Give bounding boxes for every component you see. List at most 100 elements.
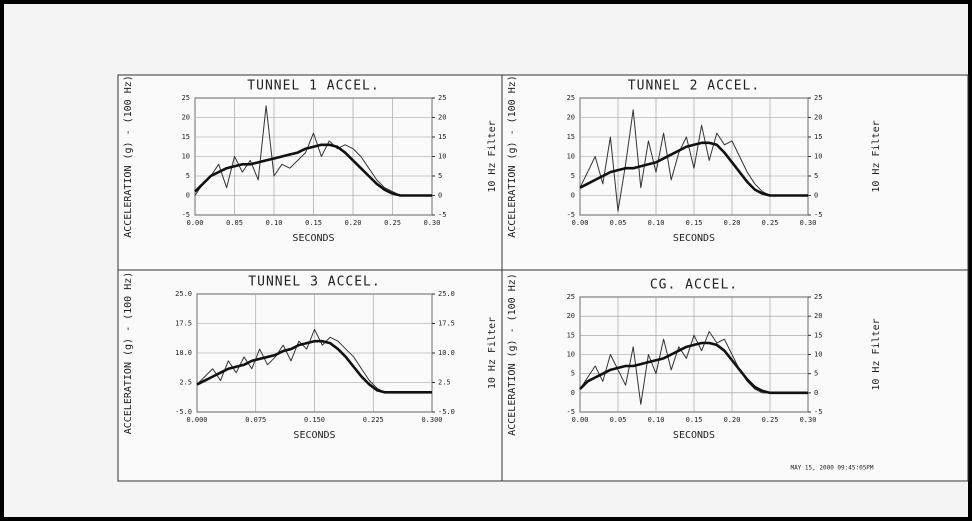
x-tick-label: 0.150 — [304, 416, 325, 424]
y2-tick-label: 10 — [438, 153, 446, 161]
y-tick-label: 10 — [567, 351, 575, 359]
y2-axis-label: 10 Hz Filter — [487, 317, 498, 389]
x-tick-label: 0.15 — [686, 219, 703, 227]
y2-tick-label: 10 — [814, 351, 822, 359]
y2-tick-label: -5 — [438, 211, 446, 219]
y-tick-label: -5.0 — [175, 408, 192, 416]
y2-axis-label: 10 Hz Filter — [487, 120, 498, 192]
y-tick-label: -5 — [567, 211, 575, 219]
y-tick-label: 2.5 — [179, 379, 192, 387]
y-tick-label: 5 — [186, 172, 190, 180]
y-tick-label: 20 — [182, 114, 190, 122]
x-tick-label: 0.30 — [424, 219, 441, 227]
x-tick-label: 0.05 — [610, 219, 627, 227]
y-tick-label: 20 — [567, 114, 575, 122]
y-tick-label: -5 — [182, 211, 190, 219]
y2-tick-label: 0 — [814, 192, 818, 200]
y2-tick-label: 15 — [814, 133, 822, 141]
x-tick-label: 0.00 — [572, 416, 589, 424]
y-tick-label: -5 — [567, 408, 575, 416]
x-tick-label: 0.10 — [648, 219, 665, 227]
data-line — [196, 339, 432, 394]
x-tick-label: 0.30 — [800, 219, 817, 227]
x-tick-label: 0.20 — [724, 416, 741, 424]
y-tick-label: 20 — [567, 312, 575, 320]
x-tick-label: 0.300 — [421, 416, 442, 424]
x-tick-label: 0.00 — [187, 219, 204, 227]
y2-tick-label: 17.5 — [438, 320, 455, 328]
y-tick-label: 0 — [186, 192, 190, 200]
x-tick-label: 0.075 — [245, 416, 266, 424]
x-axis-label: SECONDS — [673, 430, 715, 441]
y2-tick-label: 20 — [438, 114, 446, 122]
y2-tick-label: 25 — [814, 94, 822, 102]
x-tick-label: 0.20 — [724, 219, 741, 227]
data-line — [579, 141, 808, 197]
x-tick-label: 0.25 — [384, 219, 401, 227]
y-tick-label: 0 — [571, 192, 575, 200]
y-axis-label: ACCELERATION (g) - (100 Hz) — [123, 272, 134, 435]
y-tick-label: 25.0 — [175, 290, 192, 298]
x-axis-label: SECONDS — [293, 430, 335, 441]
y2-axis-label: 10 Hz Filter — [871, 318, 882, 390]
y-tick-label: 10 — [182, 153, 190, 161]
y-tick-label: 25 — [567, 293, 575, 301]
y2-tick-label: 5 — [438, 172, 442, 180]
y-tick-label: 17.5 — [175, 320, 192, 328]
y2-tick-label: 15 — [438, 133, 446, 141]
y2-axis-label: 10 Hz Filter — [871, 120, 882, 192]
y-tick-label: 15 — [567, 133, 575, 141]
x-tick-label: 0.000 — [186, 416, 207, 424]
y-tick-label: 10 — [567, 153, 575, 161]
y2-tick-label: 5 — [814, 370, 818, 378]
y2-tick-label: 2.5 — [438, 379, 451, 387]
x-axis-label: SECONDS — [673, 233, 715, 244]
x-tick-label: 0.15 — [686, 416, 703, 424]
x-tick-label: 0.00 — [572, 219, 589, 227]
y2-tick-label: 10 — [814, 153, 822, 161]
x-axis-label: SECONDS — [292, 233, 334, 244]
y-tick-label: 15 — [567, 331, 575, 339]
chart-title: TUNNEL 1 ACCEL. — [247, 79, 379, 94]
y-axis-label: ACCELERATION (g) - (100 Hz) — [507, 75, 518, 238]
x-tick-label: 0.05 — [610, 416, 627, 424]
y2-tick-label: -5.0 — [438, 408, 455, 416]
x-tick-label: 0.10 — [648, 416, 665, 424]
data-line — [194, 105, 432, 196]
y-axis-label: ACCELERATION (g) - (100 Hz) — [123, 75, 134, 238]
y2-tick-label: 25.0 — [438, 290, 455, 298]
y-tick-label: 5 — [571, 370, 575, 378]
y-tick-label: 15 — [182, 133, 190, 141]
x-tick-label: 0.25 — [762, 219, 779, 227]
y2-tick-label: 15 — [814, 331, 822, 339]
x-tick-label: 0.05 — [226, 219, 243, 227]
y2-tick-label: 0 — [814, 389, 818, 397]
y-tick-label: 5 — [571, 172, 575, 180]
y2-tick-label: 20 — [814, 114, 822, 122]
chart-title: TUNNEL 3 ACCEL. — [248, 275, 380, 290]
y-tick-label: 25 — [182, 94, 190, 102]
y-axis-label: ACCELERATION (g) - (100 Hz) — [507, 273, 518, 436]
y-tick-label: 10.0 — [175, 349, 192, 357]
x-tick-label: 0.15 — [305, 219, 322, 227]
y2-tick-label: 10.0 — [438, 349, 455, 357]
y2-tick-label: 25 — [814, 293, 822, 301]
y2-tick-label: -5 — [814, 408, 822, 416]
timestamp: MAY 15, 2000 09:45:05PM — [790, 465, 873, 472]
y2-tick-label: 25 — [438, 94, 446, 102]
y2-tick-label: 20 — [814, 312, 822, 320]
y2-tick-label: 0 — [438, 192, 442, 200]
figure-frame — [117, 74, 969, 482]
x-tick-label: 0.225 — [363, 416, 384, 424]
y2-tick-label: -5 — [814, 211, 822, 219]
data-line — [579, 341, 808, 395]
y-tick-label: 0 — [571, 389, 575, 397]
chart-title: TUNNEL 2 ACCEL. — [628, 79, 760, 94]
y2-tick-label: 5 — [814, 172, 818, 180]
chart-title: CG. ACCEL. — [650, 278, 738, 293]
data-line — [194, 143, 432, 197]
x-tick-label: 0.30 — [800, 416, 817, 424]
x-tick-label: 0.10 — [266, 219, 283, 227]
x-tick-label: 0.20 — [345, 219, 362, 227]
